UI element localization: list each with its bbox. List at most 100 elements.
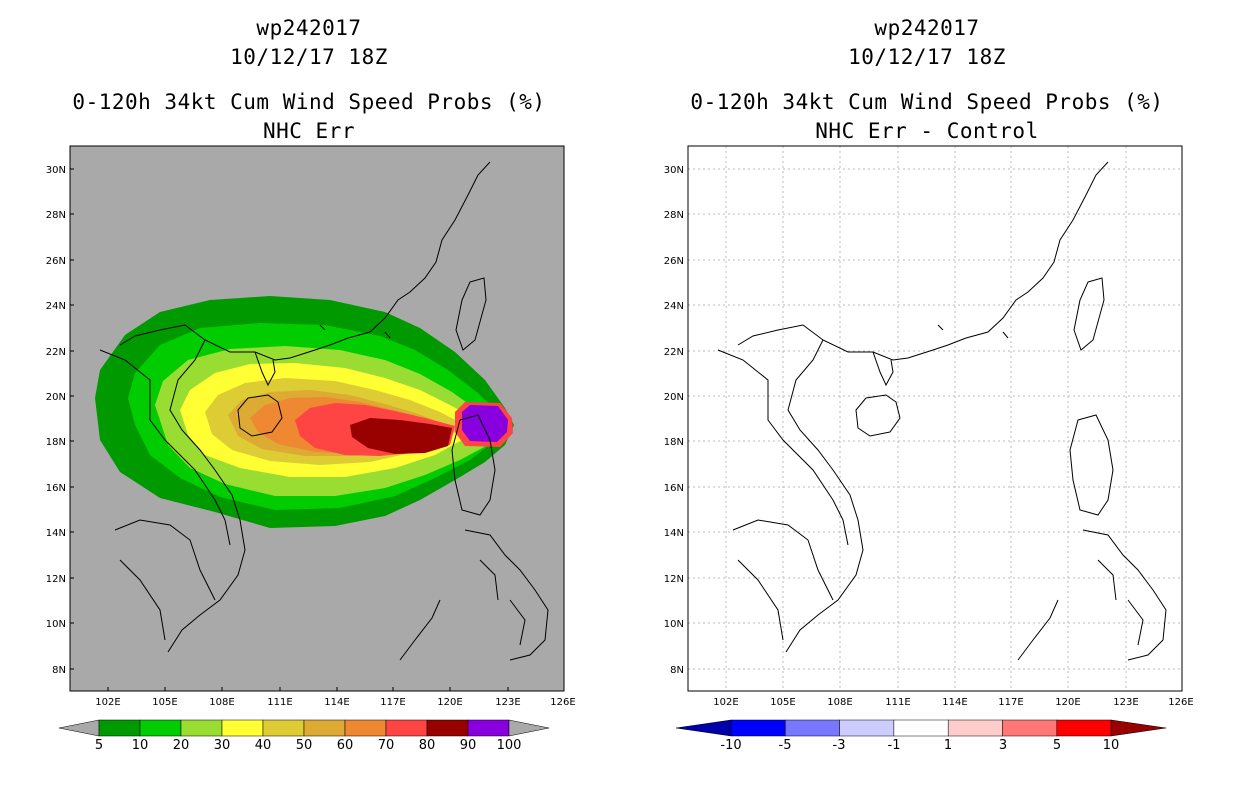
right-colorbar-labels: -10 -5 -3 -1 1 3 5 10 bbox=[720, 738, 1119, 753]
lat-label: 14N bbox=[46, 528, 66, 539]
colorbar-label: 10 bbox=[1103, 738, 1120, 753]
colorbar-label: 20 bbox=[173, 738, 190, 753]
storm-id-title: wp242017 bbox=[874, 16, 980, 40]
taiwan-island bbox=[1073, 277, 1105, 351]
lat-label: 8N bbox=[670, 665, 684, 676]
colorbar-label: 70 bbox=[378, 738, 395, 753]
vietnam-coast bbox=[785, 339, 864, 653]
lon-ticks bbox=[107, 687, 509, 691]
lat-label: 26N bbox=[664, 256, 684, 267]
lon-label: 102E bbox=[713, 697, 738, 708]
luzon-island bbox=[1069, 414, 1114, 516]
china-coast bbox=[119, 161, 491, 361]
lat-label: 30N bbox=[664, 165, 684, 176]
storm-id-title: wp242017 bbox=[256, 16, 362, 40]
map-background bbox=[688, 146, 1182, 691]
colorbar-label: 60 bbox=[337, 738, 354, 753]
product-title: 0-120h 34kt Cum Wind Speed Probs (%) bbox=[690, 90, 1164, 114]
lat-label: 28N bbox=[46, 210, 66, 221]
lat-label: 16N bbox=[46, 483, 66, 494]
lat-label: 18N bbox=[664, 437, 684, 448]
pratas-islands bbox=[937, 324, 1009, 339]
colorbar-end-triangle bbox=[58, 719, 100, 737]
datetime-title: 10/12/17 18Z bbox=[230, 45, 388, 69]
colorbar-segment bbox=[262, 719, 305, 737]
lon-label: 120E bbox=[437, 697, 462, 708]
leizhou-peninsula bbox=[254, 351, 276, 387]
colorbar-segment bbox=[1002, 719, 1058, 737]
right-panel: wp242017 10/12/17 18Z 0-120h 34kt Cum Wi… bbox=[618, 0, 1236, 800]
lat-label: 20N bbox=[46, 392, 66, 403]
colorbar-segment bbox=[98, 719, 141, 737]
lon-label: 111E bbox=[267, 697, 292, 708]
lon-label: 108E bbox=[209, 697, 234, 708]
indochina-borders bbox=[99, 349, 231, 641]
left-colorbar bbox=[58, 719, 550, 737]
vietnam-coast bbox=[167, 339, 246, 653]
lat-label: 28N bbox=[664, 210, 684, 221]
colorbar-segment bbox=[303, 719, 346, 737]
lon-axis: 102E 105E 108E 111E 114E 117E 120E 123E … bbox=[713, 697, 1193, 708]
product-title: 0-120h 34kt Cum Wind Speed Probs (%) bbox=[72, 90, 546, 114]
lat-label: 26N bbox=[46, 256, 66, 267]
lat-axis: 30N 28N 26N 24N 22N 20N 18N 16N 14N 12N … bbox=[664, 165, 684, 676]
hainan-island bbox=[855, 394, 901, 437]
lat-label: 20N bbox=[664, 392, 684, 403]
lat-label: 24N bbox=[46, 301, 66, 312]
colorbar-label: 30 bbox=[214, 738, 231, 753]
colorbar-segment bbox=[467, 719, 510, 737]
colorbar-label: 10 bbox=[132, 738, 149, 753]
colorbar-segment bbox=[221, 719, 264, 737]
swath-80 bbox=[350, 418, 452, 454]
lat-label: 22N bbox=[664, 347, 684, 358]
map-frame bbox=[69, 145, 565, 692]
lon-axis: 102E 105E 108E 111E 114E 117E 120E 123E … bbox=[95, 697, 575, 708]
coastlines bbox=[99, 161, 549, 661]
colorbar-segment bbox=[893, 719, 949, 737]
colorbar-segment bbox=[139, 719, 182, 737]
colorbar-segment bbox=[385, 719, 428, 737]
hainan-island bbox=[237, 394, 283, 437]
lat-label: 30N bbox=[46, 165, 66, 176]
datetime-title: 10/12/17 18Z bbox=[848, 45, 1006, 69]
colorbar-segment bbox=[785, 719, 840, 737]
lon-label: 111E bbox=[885, 697, 910, 708]
lat-label: 22N bbox=[46, 347, 66, 358]
lon-label: 126E bbox=[550, 697, 575, 708]
philippines-islands bbox=[1082, 529, 1167, 661]
lon-label: 105E bbox=[152, 697, 177, 708]
colorbar-label: -1 bbox=[888, 738, 901, 753]
china-coast bbox=[737, 161, 1109, 361]
colorbar-label: 40 bbox=[255, 738, 272, 753]
lon-label: 114E bbox=[942, 697, 967, 708]
lon-label: 108E bbox=[827, 697, 852, 708]
left-panel: wp242017 10/12/17 18Z 0-120h 34kt Cum Wi… bbox=[46, 16, 576, 753]
left-map-svg: 30N 28N 26N 24N 22N 20N 18N 16N 14N 12N … bbox=[46, 145, 576, 753]
palawan-island bbox=[1017, 599, 1059, 661]
leizhou-peninsula bbox=[872, 351, 894, 387]
lon-label: 120E bbox=[1055, 697, 1080, 708]
right-map-svg: 30N 28N 26N 24N 22N 20N 18N 16N 14N 12N … bbox=[664, 145, 1194, 753]
colorbar-label: -3 bbox=[833, 738, 846, 753]
lat-label: 12N bbox=[46, 574, 66, 585]
lat-label: 18N bbox=[46, 437, 66, 448]
lon-label: 102E bbox=[95, 697, 120, 708]
right-colorbar bbox=[675, 719, 1167, 737]
colorbar-label: 5 bbox=[95, 738, 103, 753]
lat-label: 12N bbox=[664, 574, 684, 585]
lat-label: 8N bbox=[52, 665, 66, 676]
lon-label: 126E bbox=[1168, 697, 1193, 708]
swath-100 bbox=[462, 405, 508, 442]
colorbar-label: 1 bbox=[944, 738, 952, 753]
colorbar-label: 90 bbox=[460, 738, 477, 753]
colorbar-label: 80 bbox=[419, 738, 436, 753]
lon-label: 105E bbox=[770, 697, 795, 708]
lon-label: 117E bbox=[380, 697, 405, 708]
colorbar-label: -5 bbox=[779, 738, 792, 753]
left-colorbar-labels: 5 10 20 30 40 50 60 70 80 90 100 bbox=[95, 738, 522, 753]
colorbar-label: 3 bbox=[999, 738, 1007, 753]
lat-label: 10N bbox=[664, 619, 684, 630]
subtitle: NHC Err bbox=[262, 119, 355, 143]
lat-ticks bbox=[70, 168, 74, 670]
colorbar-end-triangle bbox=[1110, 719, 1167, 737]
